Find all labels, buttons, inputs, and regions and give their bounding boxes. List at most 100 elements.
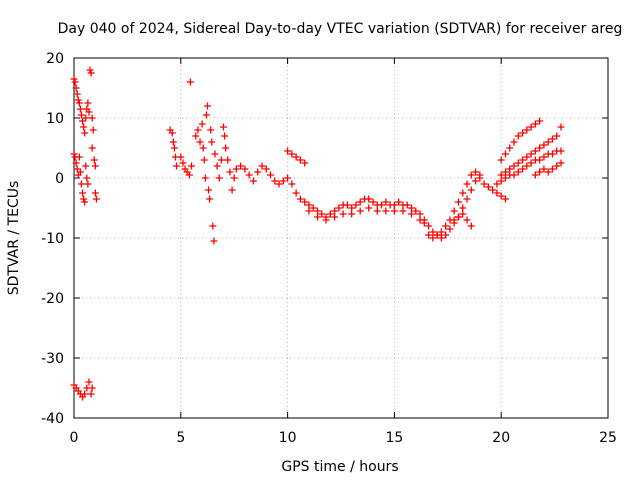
data-point bbox=[390, 201, 398, 209]
gridlines bbox=[74, 58, 608, 418]
data-point bbox=[314, 207, 322, 215]
data-point bbox=[442, 231, 450, 239]
data-point bbox=[514, 168, 522, 176]
data-point bbox=[548, 135, 556, 143]
data-point bbox=[501, 195, 509, 203]
data-point bbox=[201, 174, 209, 182]
data-point bbox=[425, 222, 433, 230]
data-point bbox=[288, 180, 296, 188]
data-point bbox=[91, 189, 99, 197]
data-point bbox=[202, 111, 210, 119]
data-point bbox=[399, 207, 407, 215]
data-point bbox=[81, 198, 89, 206]
data-point bbox=[356, 207, 364, 215]
data-point bbox=[544, 138, 552, 146]
data-point bbox=[220, 123, 228, 131]
data-point bbox=[454, 213, 462, 221]
data-point bbox=[403, 201, 411, 209]
data-point bbox=[467, 222, 475, 230]
data-point bbox=[74, 96, 82, 104]
data-point bbox=[450, 207, 458, 215]
data-point bbox=[241, 165, 249, 173]
y-tick-label: 0 bbox=[55, 171, 64, 187]
y-tick-label: -20 bbox=[41, 291, 64, 307]
data-point bbox=[476, 174, 484, 182]
data-point bbox=[92, 195, 100, 203]
data-point bbox=[407, 210, 415, 218]
data-point bbox=[416, 210, 424, 218]
data-point bbox=[73, 90, 81, 98]
data-point bbox=[88, 384, 96, 392]
data-point bbox=[459, 210, 467, 218]
data-point bbox=[79, 117, 87, 125]
data-point bbox=[84, 99, 92, 107]
data-point bbox=[442, 222, 450, 230]
data-point bbox=[510, 162, 518, 170]
data-point bbox=[446, 225, 454, 233]
data-point bbox=[279, 177, 287, 185]
data-point bbox=[200, 156, 208, 164]
data-point bbox=[322, 216, 330, 224]
data-point bbox=[437, 228, 445, 236]
data-points bbox=[70, 66, 565, 401]
data-point bbox=[467, 186, 475, 194]
data-point bbox=[207, 126, 215, 134]
data-point bbox=[523, 162, 531, 170]
data-point bbox=[331, 213, 339, 221]
data-point bbox=[467, 171, 475, 179]
data-point bbox=[472, 177, 480, 185]
data-point bbox=[87, 69, 95, 77]
data-point bbox=[536, 144, 544, 152]
data-point bbox=[89, 126, 97, 134]
data-point bbox=[407, 204, 415, 212]
data-point bbox=[305, 207, 313, 215]
data-point bbox=[76, 105, 84, 113]
y-tick-label: -40 bbox=[41, 411, 64, 427]
data-point bbox=[412, 207, 420, 215]
data-point bbox=[416, 216, 424, 224]
data-point bbox=[519, 156, 527, 164]
data-point bbox=[211, 150, 219, 158]
data-point bbox=[348, 204, 356, 212]
data-point bbox=[232, 165, 240, 173]
data-point bbox=[540, 153, 548, 161]
data-point bbox=[83, 174, 91, 182]
data-point bbox=[510, 171, 518, 179]
data-point bbox=[213, 162, 221, 170]
data-point bbox=[373, 207, 381, 215]
data-point bbox=[318, 210, 326, 218]
data-point bbox=[459, 189, 467, 197]
data-point bbox=[170, 144, 178, 152]
data-point bbox=[433, 231, 441, 239]
data-point bbox=[472, 168, 480, 176]
data-point bbox=[208, 138, 216, 146]
data-point bbox=[185, 171, 193, 179]
data-point bbox=[177, 153, 185, 161]
data-point bbox=[245, 171, 253, 179]
data-point bbox=[489, 186, 497, 194]
y-tick-label: 20 bbox=[46, 51, 64, 67]
data-point bbox=[228, 186, 236, 194]
x-tick-label: 20 bbox=[492, 430, 510, 446]
data-point bbox=[86, 66, 94, 74]
data-point bbox=[186, 78, 194, 86]
data-point bbox=[429, 228, 437, 236]
data-point bbox=[510, 138, 518, 146]
data-point bbox=[77, 180, 85, 188]
data-point bbox=[501, 168, 509, 176]
data-point bbox=[463, 180, 471, 188]
data-point bbox=[249, 177, 257, 185]
data-point bbox=[531, 147, 539, 155]
data-point bbox=[463, 216, 471, 224]
data-point bbox=[501, 174, 509, 182]
y-tick-label: 10 bbox=[46, 111, 64, 127]
data-point bbox=[284, 147, 292, 155]
data-point bbox=[196, 138, 204, 146]
data-point bbox=[168, 129, 176, 137]
data-point bbox=[199, 144, 207, 152]
data-point bbox=[309, 204, 317, 212]
data-point bbox=[72, 159, 80, 167]
data-point bbox=[527, 150, 535, 158]
data-point bbox=[237, 162, 245, 170]
